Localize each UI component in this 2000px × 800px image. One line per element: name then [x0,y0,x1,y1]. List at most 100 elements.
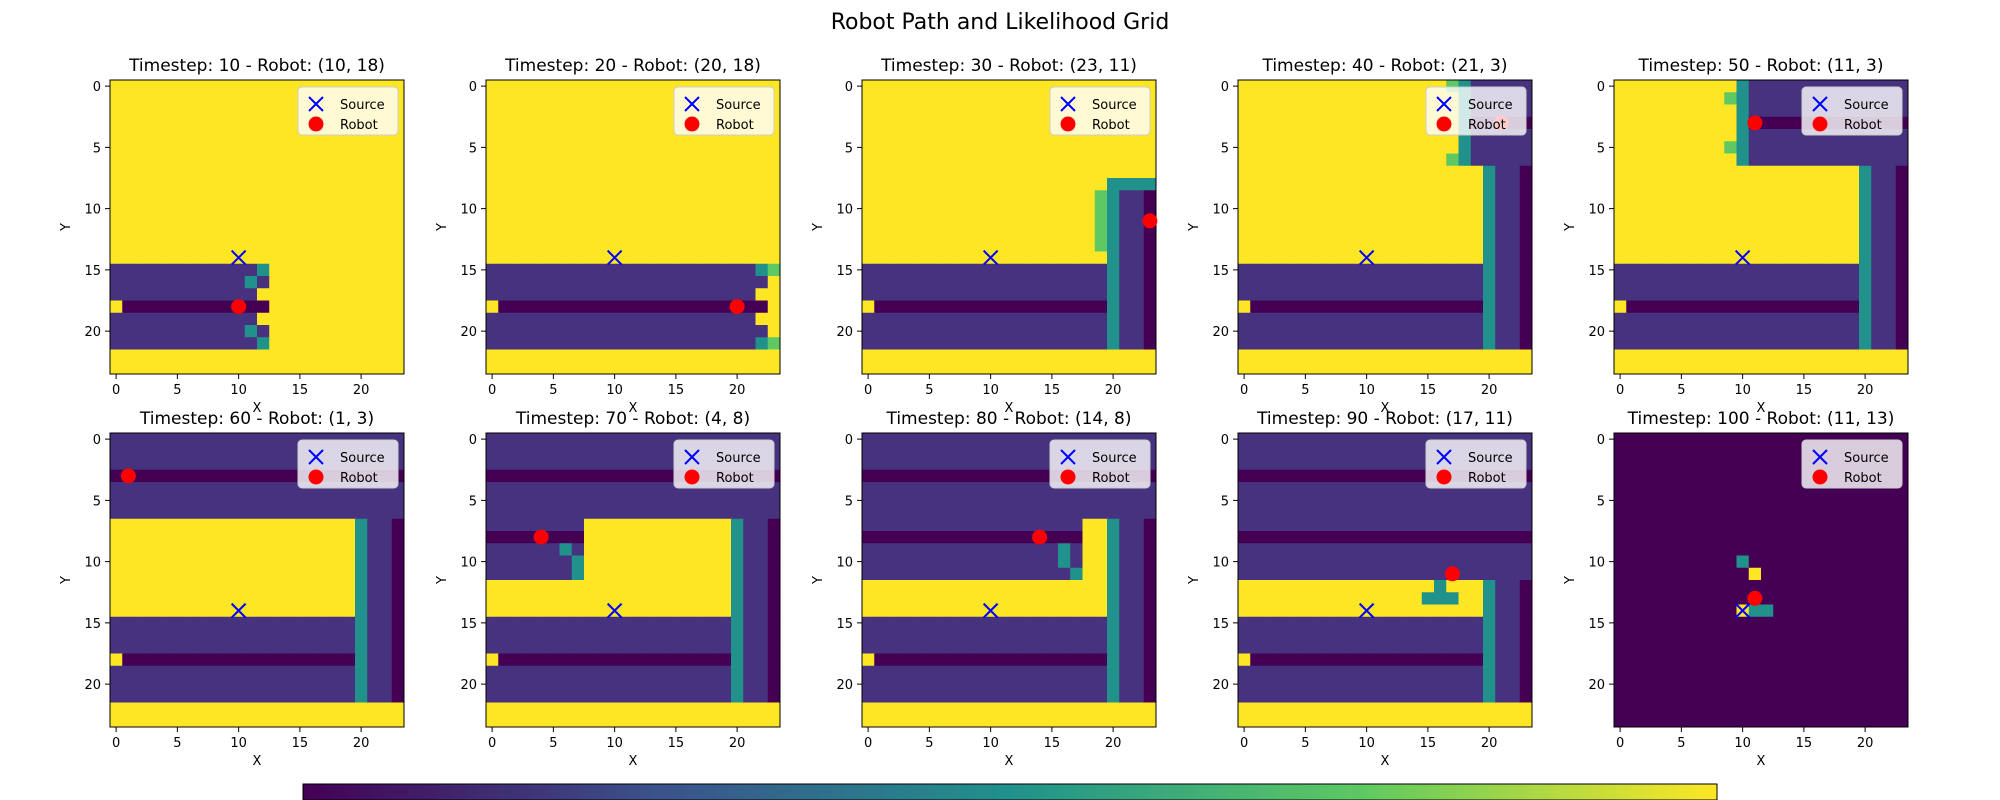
heatmap-cell [731,239,744,252]
heatmap-cell [1638,349,1652,363]
heatmap-cell [923,555,936,569]
heatmap-cell [996,251,1010,265]
heatmap-cell [743,153,756,167]
heatmap-cell [1360,80,1374,93]
heatmap-cell [923,433,936,446]
heatmap-cell [330,239,344,252]
heatmap-cell [1311,190,1325,203]
heatmap-cell [342,604,356,618]
heatmap-cell [1810,214,1823,228]
heatmap-cell [257,445,270,458]
heatmap-cell [146,714,160,728]
heatmap-cell [1274,325,1288,338]
heatmap-cell [1021,653,1034,667]
heatmap-cell [391,153,405,167]
heatmap-cell [1070,141,1083,154]
heatmap-cell [972,214,985,228]
heatmap-cell [1446,288,1459,301]
heatmap-cell [1143,227,1157,240]
heatmap-cell [620,104,634,118]
heatmap-cell [1131,337,1145,350]
heatmap-cell [257,555,270,569]
heatmap-cell [1638,337,1652,350]
heatmap-cell [208,616,221,630]
heatmap-cell [584,469,597,483]
heatmap-cell [767,263,781,277]
heatmap-cell [510,141,524,154]
heatmap-cell [862,300,875,314]
heatmap-cell [633,116,646,130]
heatmap-cell [1458,153,1472,167]
heatmap-cell [960,104,973,118]
heatmap-cell [1748,190,1762,203]
heatmap-cell [1507,239,1521,252]
heatmap-cell [122,165,135,179]
heatmap-cell [1311,445,1325,458]
heatmap-cell [1107,543,1120,556]
heatmap-cell [1348,445,1361,458]
heatmap-cell [898,227,912,240]
heatmap-cell [1311,325,1325,338]
heatmap-cell [547,288,560,301]
heatmap-cell [718,141,732,154]
heatmap-cell [1119,641,1132,654]
heatmap-cell [486,165,499,179]
heatmap-cell [1082,604,1096,618]
heatmap-cell [1336,251,1349,265]
heatmap-cell [608,312,622,326]
heatmap-cell [1131,665,1145,679]
heatmap-cell [898,457,912,471]
heatmap-cell [767,714,781,728]
heatmap-cell [330,202,344,216]
heatmap-cell [886,349,900,363]
heatmap-cell [1107,165,1120,179]
heatmap-cell [146,555,160,569]
heatmap-cell [1675,104,1688,118]
heatmap-cell [657,518,671,532]
heatmap-cell [1021,482,1034,495]
heatmap-cell [257,276,270,289]
heatmap-cell [195,300,209,314]
heatmap-cell [159,445,172,458]
heatmap-cell [110,592,123,605]
heatmap-cell [1409,251,1423,265]
heatmap-cell [318,604,331,618]
heatmap-cell [645,531,658,544]
heatmap-cell [947,580,961,593]
heatmap-cell [220,325,233,338]
heatmap-cell [1626,178,1639,191]
heatmap-cell [355,263,368,277]
heatmap-cell [244,178,258,191]
heatmap-cell [1397,457,1410,471]
heatmap-cell [1287,337,1300,350]
heatmap-cell [645,690,658,703]
heatmap-cell [1143,702,1157,716]
heatmap-cell [281,506,295,520]
heatmap-cell [911,445,924,458]
heatmap-cell [1834,288,1848,301]
heatmap-cell [682,300,695,314]
heatmap-cell [1397,92,1410,105]
heatmap-cell [1761,104,1774,118]
heatmap-cell [1507,337,1521,350]
heatmap-cell [862,263,875,277]
heatmap-cell [183,300,197,314]
heatmap-cell [1311,312,1325,326]
heatmap-cell [257,580,270,593]
heatmap-cell [1323,325,1337,338]
heatmap-cell [1507,178,1521,191]
heatmap-cell [281,543,295,556]
heatmap-cell [195,482,209,495]
heatmap-cell [1033,665,1047,679]
heatmap-cell [645,190,658,203]
heatmap-cell [510,580,524,593]
heatmap-cell [522,337,536,350]
heatmap-cell [1045,543,1059,556]
heatmap-cell [1434,190,1447,203]
heatmap-cell [1311,361,1325,375]
x-tick-label: 5 [549,383,557,398]
heatmap-cell [947,337,961,350]
heatmap-cell [244,653,258,667]
heatmap-cell [1761,92,1774,105]
heatmap-cell [1797,288,1811,301]
